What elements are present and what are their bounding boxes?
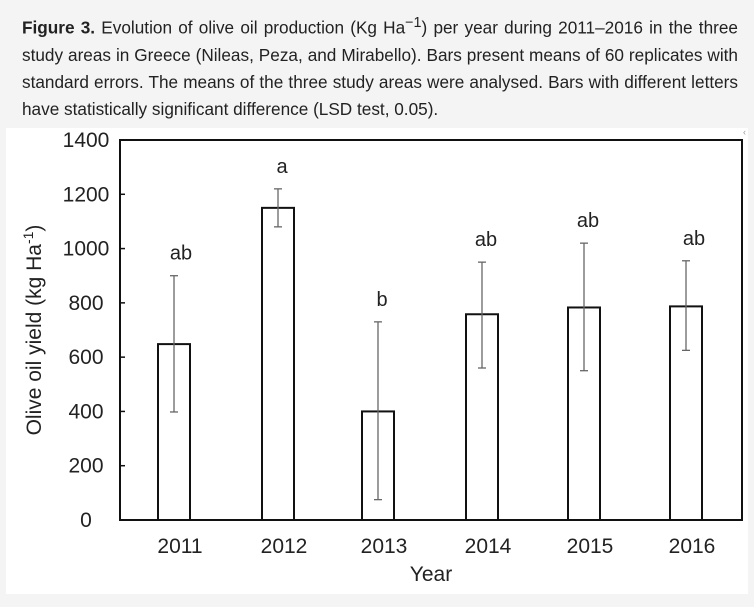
y-tick-label: 1000 — [63, 238, 110, 261]
y-tick-label: 1200 — [63, 183, 110, 206]
figure-label: Figure 3. — [22, 17, 96, 38]
caption-superscript: −1 — [405, 15, 422, 31]
significance-letter: b — [376, 289, 387, 311]
caption-text-after: ) per year during 2011–2016 in the three… — [22, 17, 738, 119]
y-tick-label: 1400 — [63, 129, 110, 152]
x-tick-label: 2016 — [669, 535, 716, 558]
chart-panel: ‹ 0 200 400 600 800 1000 1200 1400 ab a b ab ab ab 2… — [6, 127, 748, 594]
x-tick-label: 2015 — [567, 535, 614, 558]
y-axis-title-end: ) — [23, 225, 46, 232]
significance-letter: ab — [683, 228, 705, 250]
y-axis-title-sup: -1 — [20, 231, 36, 244]
significance-letter: a — [276, 156, 288, 178]
y-tick-label: 600 — [68, 346, 103, 369]
y-axis-title-main: Olive oil yield (kg Ha — [23, 244, 46, 436]
x-tick-label: 2011 — [157, 535, 202, 558]
y-axis-title: Olive oil yield (kg Ha-1) — [20, 225, 46, 436]
corner-mark: ‹ — [743, 127, 746, 137]
significance-letter: ab — [577, 210, 599, 232]
significance-letter: ab — [475, 229, 497, 251]
x-tick-label: 2012 — [261, 535, 308, 558]
x-axis-title: Year — [410, 563, 452, 586]
bar-2012 — [261, 206, 295, 521]
caption-text-before: Evolution of olive oil production (Kg Ha — [95, 17, 406, 38]
plot-frame — [119, 139, 743, 521]
y-tick-label: 400 — [68, 400, 103, 423]
y-tick-label: 200 — [68, 455, 103, 478]
figure-caption: Figure 3. Evolution of olive oil product… — [22, 10, 738, 123]
y-tick-label: 0 — [80, 509, 92, 532]
significance-letter: ab — [170, 243, 192, 265]
x-tick-label: 2013 — [361, 535, 408, 558]
x-tick-label: 2014 — [465, 535, 512, 558]
y-tick-label: 800 — [68, 292, 103, 315]
